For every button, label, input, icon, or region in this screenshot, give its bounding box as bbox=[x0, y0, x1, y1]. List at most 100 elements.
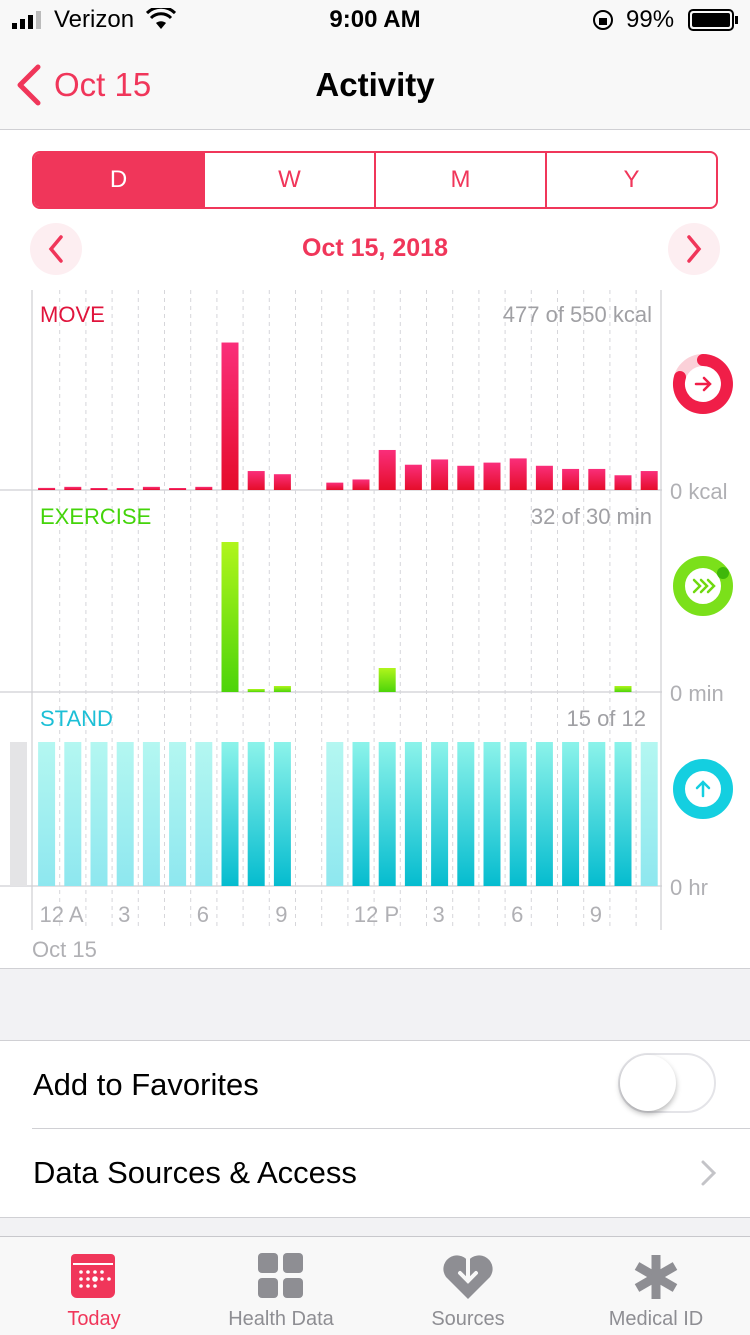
segment-week[interactable]: W bbox=[203, 153, 374, 207]
row-divider bbox=[32, 1128, 750, 1129]
x-tick-label: 12 A bbox=[40, 902, 84, 927]
x-date-label: Oct 15 bbox=[32, 937, 97, 962]
favorites-label: Add to Favorites bbox=[33, 1067, 259, 1102]
period-segmented-control: D W M Y bbox=[32, 151, 718, 209]
carrier-label: Verizon bbox=[54, 6, 135, 33]
move-bar bbox=[247, 471, 265, 490]
battery-icon bbox=[688, 9, 738, 31]
stand-bar bbox=[378, 742, 396, 886]
stand-bar bbox=[116, 742, 134, 886]
tab-label: Medical ID bbox=[608, 1308, 704, 1330]
navigation-bar: Oct 15 Activity bbox=[0, 40, 750, 130]
move-bar bbox=[640, 471, 658, 490]
toggle-knob bbox=[620, 1055, 676, 1111]
stand-title: STAND bbox=[40, 706, 113, 731]
stand-baseline-label: 0 hr bbox=[670, 875, 708, 900]
segment-month[interactable]: M bbox=[374, 153, 545, 207]
segment-day[interactable]: D bbox=[34, 153, 203, 207]
stand-bar bbox=[640, 742, 658, 886]
move-bar bbox=[457, 465, 475, 490]
move-bar bbox=[431, 459, 449, 490]
move-bar bbox=[90, 488, 108, 490]
stand-bar bbox=[273, 742, 291, 886]
heart-download-icon bbox=[443, 1253, 493, 1299]
stand-bar bbox=[509, 742, 527, 886]
favorites-row: Add to Favorites bbox=[0, 1041, 750, 1128]
tab-label: Today bbox=[67, 1308, 121, 1330]
tab-health-data[interactable]: Health Data bbox=[187, 1237, 375, 1335]
move-bar bbox=[483, 462, 501, 490]
stand-bar bbox=[64, 742, 82, 886]
exercise-bar bbox=[221, 542, 239, 692]
move-title: MOVE bbox=[40, 302, 105, 327]
move-bar bbox=[142, 486, 160, 490]
move-bar bbox=[378, 449, 396, 490]
x-tick-label: 9 bbox=[590, 902, 602, 927]
exercise-bar bbox=[247, 689, 265, 692]
activity-chart: 12 A 3 6 9 12 P 3 6 9 MOVE 477 of 550 kcal 0 kc… bbox=[0, 290, 733, 962]
exercise-title: EXERCISE bbox=[40, 504, 151, 529]
exercise-bar bbox=[273, 686, 291, 692]
exercise-baseline-label: 0 min bbox=[670, 681, 724, 706]
stand-bar bbox=[169, 742, 187, 886]
stand-summary: 15 of 12 bbox=[566, 706, 646, 731]
chart-bars bbox=[10, 342, 658, 886]
stand-bar bbox=[326, 742, 344, 886]
stand-bar bbox=[562, 742, 580, 886]
move-bar bbox=[221, 342, 239, 490]
move-summary: 477 of 550 kcal bbox=[503, 302, 652, 327]
previous-day-button[interactable] bbox=[30, 223, 82, 275]
move-bar bbox=[195, 486, 213, 490]
back-label: Oct 15 bbox=[54, 66, 152, 103]
stand-bar bbox=[457, 742, 475, 886]
wifi-icon bbox=[146, 8, 176, 29]
move-bar bbox=[38, 487, 56, 490]
move-bar bbox=[509, 458, 527, 490]
signal-icon bbox=[12, 11, 41, 29]
favorites-toggle[interactable] bbox=[618, 1053, 716, 1113]
move-bar bbox=[352, 479, 370, 490]
tab-medical-id[interactable]: Medical ID bbox=[562, 1237, 750, 1335]
date-label: Oct 15, 2018 bbox=[302, 234, 448, 262]
stand-ring-icon bbox=[673, 759, 733, 819]
stand-bar bbox=[38, 742, 56, 886]
tab-label: Sources bbox=[431, 1308, 505, 1330]
next-day-button[interactable] bbox=[668, 223, 720, 275]
stand-bar bbox=[90, 742, 108, 886]
tab-today[interactable]: Today bbox=[0, 1237, 188, 1335]
stand-bar bbox=[535, 742, 553, 886]
segment-year[interactable]: Y bbox=[545, 153, 716, 207]
page-title: Activity bbox=[315, 66, 435, 103]
exercise-ring-icon bbox=[673, 556, 733, 616]
stand-bar-previous-day bbox=[10, 742, 27, 886]
x-tick-label: 3 bbox=[118, 902, 130, 927]
chevron-left-icon bbox=[17, 64, 41, 106]
data-sources-row[interactable]: Data Sources & Access bbox=[0, 1129, 750, 1217]
calendar-icon bbox=[71, 1254, 115, 1298]
status-bar: Verizon 9:00 AM 99% bbox=[0, 0, 750, 40]
stand-bar bbox=[221, 742, 239, 886]
x-tick-label: 3 bbox=[433, 902, 445, 927]
stand-bar bbox=[614, 742, 632, 886]
back-button[interactable]: Oct 15 bbox=[14, 62, 151, 108]
exercise-bar bbox=[614, 686, 632, 692]
move-bar bbox=[404, 464, 422, 490]
data-sources-label: Data Sources & Access bbox=[33, 1155, 357, 1190]
move-bar bbox=[588, 468, 606, 490]
stand-bar bbox=[431, 742, 449, 886]
tab-sources[interactable]: Sources bbox=[374, 1237, 562, 1335]
move-bar bbox=[116, 488, 134, 490]
tab-label: Health Data bbox=[228, 1308, 334, 1330]
rotation-lock-icon bbox=[593, 10, 613, 30]
chevron-right-icon bbox=[687, 235, 702, 263]
stand-bar bbox=[404, 742, 422, 886]
move-bar bbox=[326, 482, 344, 490]
move-bar bbox=[614, 475, 632, 490]
move-bar bbox=[535, 465, 553, 490]
move-ring-icon bbox=[672, 354, 733, 414]
move-bar bbox=[64, 486, 82, 490]
x-tick-label: 9 bbox=[275, 902, 287, 927]
stand-bar bbox=[483, 742, 501, 886]
chevron-right-icon bbox=[701, 1160, 717, 1186]
chart-labels: 12 A 3 6 9 12 P 3 6 9 bbox=[40, 902, 602, 927]
